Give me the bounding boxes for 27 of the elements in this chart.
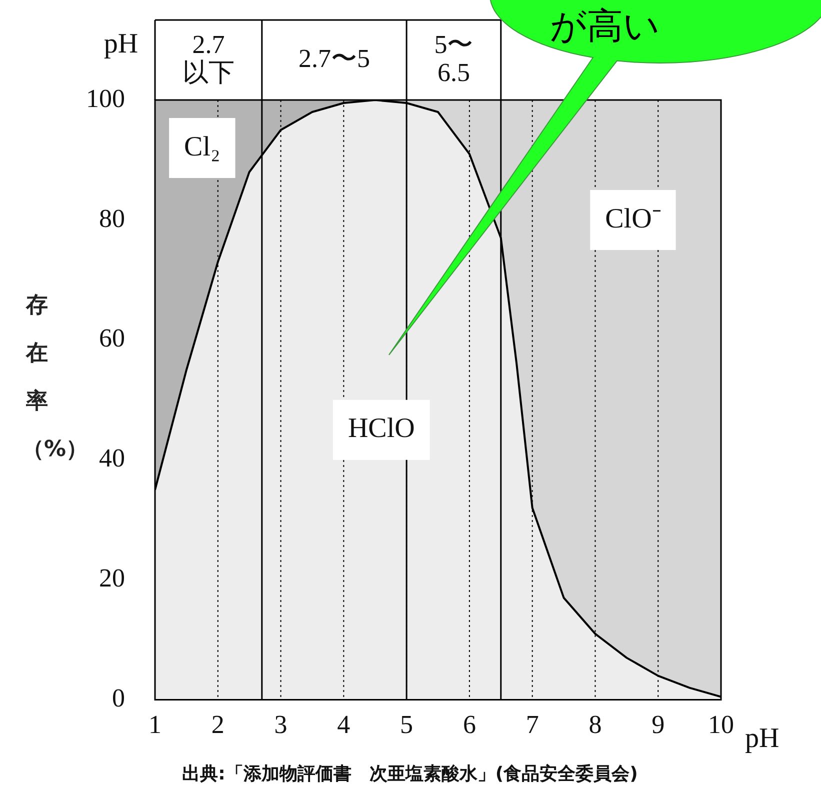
- x-tick-label: 1: [148, 710, 162, 740]
- x-tick-label: 3: [274, 710, 288, 740]
- x-axis-title: pH: [745, 723, 780, 754]
- y-tick-label: 80: [99, 204, 125, 233]
- x-tick-label: 9: [652, 710, 665, 740]
- y-tick-label: 100: [86, 84, 125, 113]
- series-label: Cl₂: [184, 131, 220, 162]
- x-tick-label: 2: [211, 710, 224, 740]
- y-tick-label: 0: [112, 684, 125, 713]
- y-axis-title: 存在率（%）: [22, 292, 88, 464]
- text: 5〜 6.5: [434, 30, 474, 87]
- text: 2.7〜5: [298, 44, 370, 73]
- series-label: ClO⁻: [605, 203, 661, 234]
- series-label: HClO: [348, 413, 415, 444]
- source-note: 出典:「添加物評価書 次亜塩素酸水」(食品安全委員会): [182, 764, 638, 785]
- x-tick-label: 8: [588, 710, 602, 740]
- x-tick-label: 5: [400, 710, 414, 740]
- x-tick-label: 10: [708, 710, 734, 740]
- y-tick-label: 40: [99, 444, 125, 473]
- x-tick-label: 4: [337, 710, 350, 740]
- text: pH: [104, 28, 138, 60]
- x-tick-label: 6: [462, 710, 476, 740]
- y-tick-label: 60: [99, 324, 125, 353]
- text: 2.7 以下: [182, 30, 234, 87]
- y-tick-label: 20: [99, 564, 125, 593]
- text: が高い: [550, 5, 660, 49]
- x-tick-label: 7: [526, 710, 539, 740]
